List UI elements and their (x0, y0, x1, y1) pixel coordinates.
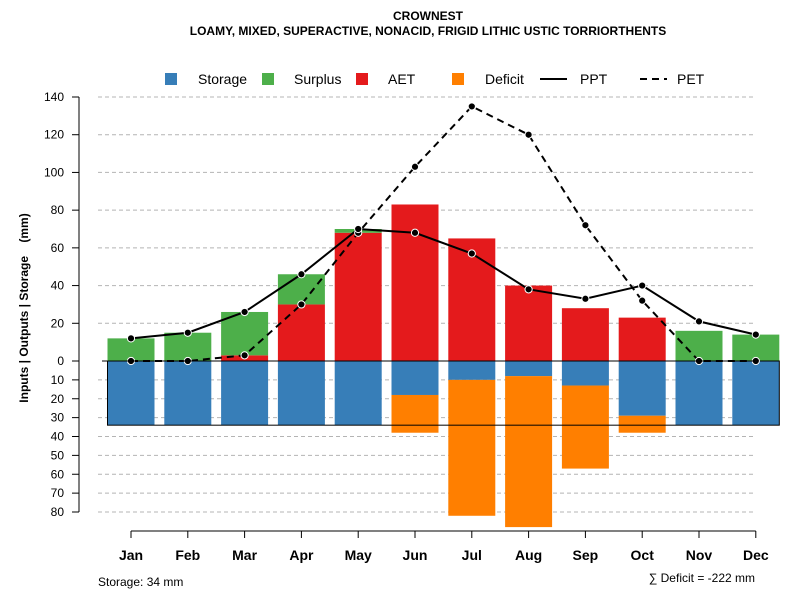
bar-aet-sep (561, 308, 609, 361)
x-tick-label-oct: Oct (631, 547, 655, 563)
y-tick-label-lower-50: 50 (51, 448, 65, 462)
bar-deficit-oct (618, 415, 666, 433)
bar-aet-jul (448, 238, 496, 361)
y-tick-label-upper-60: 60 (51, 241, 65, 255)
bar-storage-aug (505, 361, 553, 377)
y-tick-label-upper-140: 140 (44, 90, 64, 104)
ppt-point-oct (638, 281, 647, 290)
pet-point-apr (297, 300, 306, 309)
ppt-point-nov (694, 317, 704, 326)
legend-label-pet: PET (677, 71, 705, 87)
ppt-point-jun (410, 228, 420, 237)
bar-aet-oct (618, 317, 666, 361)
legend-swatch-deficit (452, 73, 464, 85)
y-tick-label-upper-20: 20 (51, 316, 65, 330)
pet-point-oct (638, 296, 647, 305)
bar-deficit-jun (391, 394, 439, 433)
y-tick-label-upper-0: 0 (57, 354, 64, 368)
bar-surplus-jan (107, 338, 155, 361)
bar-storage-may (334, 361, 382, 426)
x-tick-label-jul: Jul (462, 547, 482, 563)
x-tick-label-aug: Aug (515, 547, 542, 563)
legend-label-surplus: Surplus (294, 71, 341, 87)
x-tick-label-jan: Jan (119, 547, 143, 563)
pet-point-aug (524, 130, 533, 139)
bar-aet-aug (505, 285, 553, 361)
ppt-point-may (354, 224, 363, 234)
bar-storage-oct (618, 361, 666, 416)
ppt-point-aug (524, 285, 533, 294)
y-tick-label-upper-40: 40 (51, 279, 65, 293)
x-tick-label-dec: Dec (743, 547, 769, 563)
bar-surplus-nov (675, 330, 723, 361)
bar-deficit-aug (505, 376, 553, 528)
ppt-point-feb (183, 328, 192, 337)
bar-storage-jan (107, 361, 155, 426)
legend-label-aet: AET (388, 71, 416, 87)
y-axis-label: Inputs | Outputs | Storage (mm) (17, 213, 31, 402)
x-tick-label-sep: Sep (573, 547, 599, 563)
pet-point-jul (467, 102, 476, 111)
bar-storage-mar (221, 361, 269, 426)
y-tick-label-lower-70: 70 (51, 486, 65, 500)
pet-point-sep (581, 221, 590, 230)
legend-label-deficit: Deficit (485, 71, 524, 87)
bar-surplus-dec (732, 334, 780, 361)
chart-subtitle: LOAMY, MIXED, SUPERACTIVE, NONACID, FRIG… (190, 24, 666, 38)
deficit-note: ∑ Deficit = -222 mm (649, 571, 755, 585)
ppt-point-mar (240, 307, 249, 317)
y-tick-label-lower-40: 40 (51, 430, 65, 444)
bar-surplus-feb (164, 332, 212, 361)
x-tick-label-nov: Nov (686, 547, 713, 563)
bar-deficit-jul (448, 379, 496, 516)
y-tick-label-lower-80: 80 (51, 505, 65, 519)
storage-note: Storage: 34 mm (98, 575, 183, 589)
bar-aet-apr (277, 304, 325, 361)
chart-title: CROWNEST (393, 9, 464, 23)
x-tick-label-may: May (345, 547, 372, 563)
ppt-point-dec (751, 330, 760, 339)
chart-legend: Storage Surplus AET Deficit PPT PET (165, 71, 705, 87)
bar-storage-feb (164, 361, 212, 426)
y-tick-label-lower-30: 30 (51, 411, 65, 425)
x-tick-label-apr: Apr (289, 547, 314, 563)
x-tick-label-jun: Jun (403, 547, 428, 563)
y-tick-label-lower-10: 10 (51, 373, 65, 387)
bar-surplus-mar (221, 311, 269, 356)
y-tick-label-upper-120: 120 (44, 128, 64, 142)
bar-deficit-sep (561, 385, 609, 469)
pet-point-mar (240, 351, 249, 360)
axes: 0 20 40 60 80 100 120 140 10 20 30 40 50 60 70 80 Jan Feb… (44, 90, 769, 563)
pet-point-jun (410, 162, 420, 171)
bar-storage-jun (391, 361, 439, 395)
x-tick-label-mar: Mar (232, 547, 257, 563)
ppt-point-jan (126, 334, 136, 343)
legend-swatch-aet (356, 73, 368, 85)
ppt-line (130, 227, 757, 340)
y-tick-label-lower-20: 20 (51, 392, 65, 406)
bar-storage-apr (277, 361, 325, 426)
legend-swatch-storage (165, 73, 177, 85)
bar-surplus-apr (277, 274, 325, 305)
bar-aet-jun (391, 204, 439, 361)
x-tick-label-feb: Feb (175, 547, 200, 563)
bar-storage-nov (675, 361, 723, 426)
bar-storage-jul (448, 361, 496, 380)
bar-storage-sep (561, 361, 609, 386)
series-lines (126, 102, 760, 366)
ppt-point-jul (467, 249, 476, 258)
pet-line (131, 105, 756, 362)
legend-swatch-surplus (262, 73, 274, 85)
y-tick-label-upper-100: 100 (44, 165, 64, 179)
legend-label-storage: Storage (198, 71, 247, 87)
y-tick-label-upper-80: 80 (51, 203, 65, 217)
legend-label-ppt: PPT (580, 71, 608, 87)
ppt-point-apr (297, 270, 306, 279)
y-tick-label-lower-60: 60 (51, 467, 65, 481)
bar-marks (107, 204, 780, 528)
ppt-point-sep (581, 294, 590, 303)
bar-storage-dec (732, 361, 780, 426)
